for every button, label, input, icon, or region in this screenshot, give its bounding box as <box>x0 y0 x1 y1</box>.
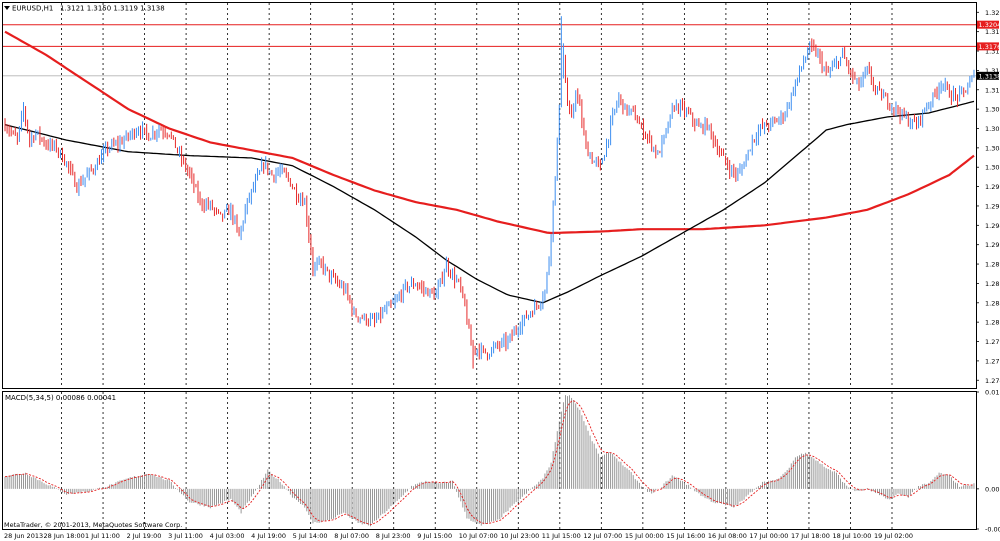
price-tick-label: 1.2795 <box>985 338 1000 346</box>
price-axis[interactable]: 1.3220 1.3195 1.3170 1.3145 1.3120 1.3095 1.30… <box>976 9 1000 385</box>
ma-slow-line <box>4 30 975 235</box>
price-tick-label: 1.2945 <box>985 222 1000 230</box>
time-tick-label: 12 Jul 07:00 <box>583 532 622 540</box>
level-tag <box>977 20 999 29</box>
macd-histogram <box>4 395 975 527</box>
time-axis[interactable]: 28 Jun 2013 28 Jun 18:00 1 Jul 11:00 2 Jul … <box>4 532 913 540</box>
time-tick-label: 5 Jul 14:00 <box>293 532 328 540</box>
current-price-tag-label: 1.3138 <box>979 72 1000 80</box>
symbol-menu-triangle-icon[interactable] <box>4 6 10 10</box>
time-tick-label: 17 Jul 00:00 <box>749 532 788 540</box>
price-tick-label: 1.3070 <box>985 125 1000 133</box>
level-tag <box>977 42 999 51</box>
current-price-tag <box>977 71 999 80</box>
time-tick-label: 16 Jul 08:00 <box>708 532 747 540</box>
time-tick-label: 8 Jul 23:00 <box>376 532 411 540</box>
time-tick-label: 18 Jul 10:00 <box>832 532 871 540</box>
time-tick-label: 4 Jul 19:00 <box>251 532 286 540</box>
price-tick-label: 1.3220 <box>985 9 1000 17</box>
copyright-text: MetaTrader, © 2001-2013, MetaQuotes Soft… <box>4 521 182 529</box>
time-tick-label: 15 Jul 16:00 <box>666 532 705 540</box>
price-tick-label: 1.2745 <box>985 377 1000 385</box>
time-tick-label: 11 Jul 15:00 <box>542 532 581 540</box>
ohlc-label: 1.3121 1.3150 1.3119 1.3138 <box>60 5 165 13</box>
ma-fast-path <box>4 100 975 304</box>
time-tick-label: 4 Jul 03:00 <box>210 532 245 540</box>
time-tick-label: 28 Jun 18:00 <box>44 532 85 540</box>
price-tick-label: 1.3045 <box>985 144 1000 152</box>
price-candles <box>4 16 975 369</box>
time-tick-label: 8 Jul 07:00 <box>334 532 369 540</box>
price-tick-label: 1.2920 <box>985 241 1000 249</box>
price-tick-label: 1.3120 <box>985 86 1000 94</box>
macd-signal-line <box>4 400 975 526</box>
macd-tick-label: 0.00 <box>985 485 999 493</box>
price-tick-label: 1.2995 <box>985 183 1000 191</box>
price-tick-label: 1.2820 <box>985 319 1000 327</box>
price-tick-label: 1.3020 <box>985 164 1000 172</box>
time-tick-label: 15 Jul 00:00 <box>625 532 664 540</box>
macd-tick-label: -0.00764 <box>985 526 1000 534</box>
price-pane-frame <box>2 2 977 389</box>
macd-signal-path <box>4 400 975 526</box>
level-tag-label: 1.3176 <box>979 43 1000 51</box>
price-tick-label: 1.2770 <box>985 357 1000 365</box>
symbol-label[interactable]: EURUSD,H1 <box>12 5 53 13</box>
time-tick-label: 10 Jul 07:00 <box>459 532 498 540</box>
time-tick-label: 28 Jun 2013 <box>4 532 43 540</box>
macd-axis: 0.01843 0.00 -0.00764 <box>976 389 1000 534</box>
ma-slow-path <box>4 30 975 235</box>
macd-tick-label: 0.01843 <box>985 389 1000 397</box>
macd-label[interactable]: MACD(5,34,5) 0.00086 0.00041 <box>5 394 116 402</box>
price-tick-label: 1.3170 <box>985 48 1000 56</box>
time-tick-label: 1 Jul 11:00 <box>85 532 120 540</box>
time-tick-label: 3 Jul 11:00 <box>168 532 203 540</box>
macd-pane-frame <box>2 391 977 530</box>
price-tick-label: 1.2845 <box>985 299 1000 307</box>
price-tick-label: 1.3095 <box>985 106 1000 114</box>
price-tick-label: 1.2895 <box>985 261 1000 269</box>
time-tick-label: 2 Jul 19:00 <box>127 532 162 540</box>
time-tick-label: 10 Jul 23:00 <box>500 532 539 540</box>
time-tick-label: 9 Jul 15:00 <box>417 532 452 540</box>
level-tag-label: 1.3204 <box>979 21 1000 29</box>
price-tick-label: 1.2870 <box>985 280 1000 288</box>
price-tick-label: 1.3195 <box>985 28 1000 36</box>
price-tick-label: 1.3145 <box>985 67 1000 75</box>
time-tick-label: 19 Jul 02:00 <box>874 532 913 540</box>
price-tick-label: 1.2970 <box>985 202 1000 210</box>
ma-fast-line <box>4 100 975 304</box>
price-grid <box>61 3 893 388</box>
time-tick-label: 17 Jul 18:00 <box>791 532 830 540</box>
